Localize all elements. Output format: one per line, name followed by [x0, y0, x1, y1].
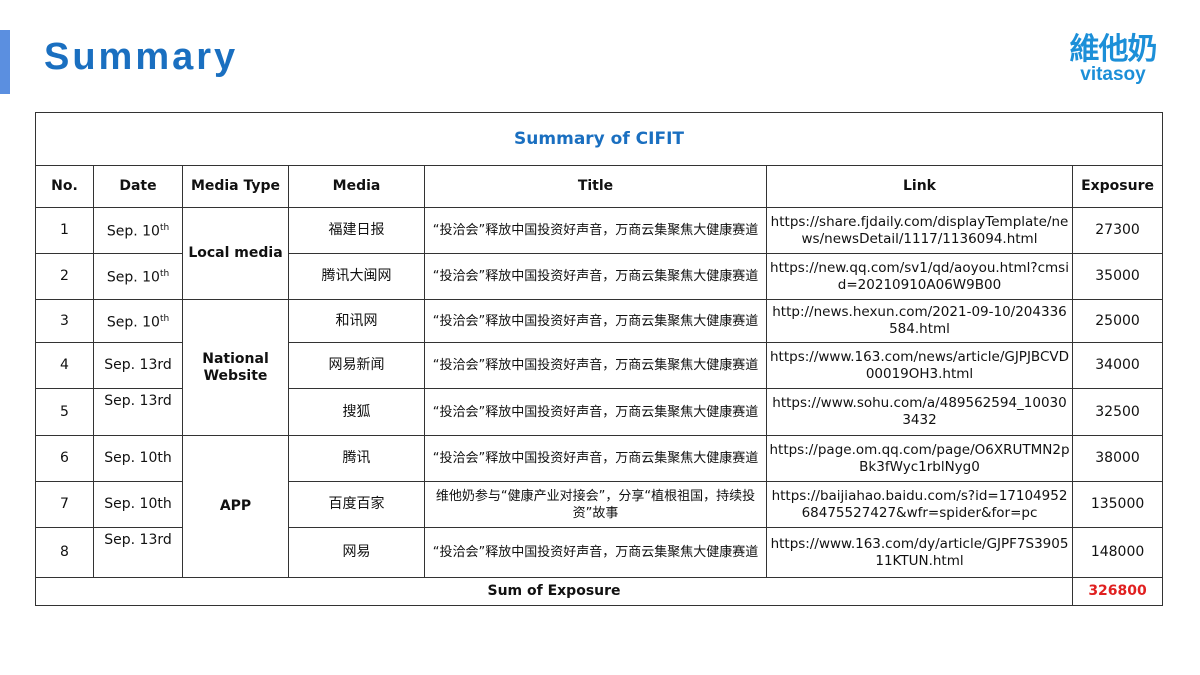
date-text: Sep. 13rd: [104, 532, 172, 548]
row-title: “投洽会”释放中国投资好声音，万商云集聚焦大健康赛道: [424, 342, 767, 389]
column-header: Media Type: [182, 165, 289, 208]
row-link[interactable]: https://www.163.com/news/article/GJPJBCV…: [766, 342, 1073, 389]
table-row: 7 Sep. 10th 百度百家 维他奶参与“健康产业对接会”，分享“植根祖国，持续投…: [35, 481, 1164, 528]
row-number: 3: [35, 299, 94, 343]
row-date: Sep. 10th: [93, 299, 183, 343]
row-media: 百度百家: [288, 481, 425, 528]
column-header: Title: [424, 165, 767, 208]
row-date: Sep. 13rd: [93, 527, 183, 578]
row-title: “投洽会”释放中国投资好声音，万商云集聚焦大健康赛道: [424, 253, 767, 300]
date-text: Sep. 13rd: [104, 393, 172, 409]
media-type-group: APP: [182, 435, 289, 578]
row-number: 6: [35, 435, 94, 482]
row-number: 1: [35, 207, 94, 254]
date-text: Sep. 10: [106, 314, 160, 331]
date-text: Sep. 10: [106, 269, 160, 286]
row-number: 4: [35, 342, 94, 389]
date-suffix: th: [159, 223, 170, 234]
table-caption: Summary of CIFIT: [34, 112, 1164, 166]
row-media: 福建日报: [288, 207, 425, 254]
row-link[interactable]: https://baijiahao.baidu.com/s?id=1710495…: [766, 481, 1073, 528]
row-link[interactable]: https://new.qq.com/sv1/qd/aoyou.html?cms…: [766, 253, 1073, 300]
column-header: Date: [93, 165, 183, 208]
row-exposure: 32500: [1071, 388, 1164, 436]
row-date: Sep. 10th: [93, 253, 183, 300]
row-date: Sep. 10th: [93, 481, 183, 528]
date-text: Sep. 10th: [104, 496, 172, 512]
row-exposure: 25000: [1071, 299, 1164, 343]
table-row: 3 Sep. 10th National Website 和讯网 “投洽会”释放中国投资…: [35, 299, 1164, 436]
row-link[interactable]: https://www.sohu.com/a/489562594_1003034…: [766, 388, 1073, 436]
date-suffix: th: [159, 313, 170, 324]
column-header: Link: [766, 165, 1073, 208]
sum-value: 326800: [1071, 577, 1164, 606]
column-header: Media: [288, 165, 425, 208]
date-text: Sep. 10: [106, 223, 160, 240]
column-header: Exposure: [1071, 165, 1164, 208]
row-link[interactable]: http://news.hexun.com/2021-09-10/2043365…: [766, 299, 1073, 343]
row-title: “投洽会”释放中国投资好声音，万商云集聚焦大健康赛道: [424, 388, 767, 436]
sum-row: Sum of Exposure 326800: [35, 577, 1164, 606]
date-suffix: th: [159, 269, 170, 280]
media-type-group: Local media: [182, 207, 289, 300]
row-exposure: 27300: [1071, 207, 1164, 254]
row-number: 7: [35, 481, 94, 528]
column-header: No.: [35, 165, 94, 208]
row-media: 腾讯: [288, 435, 425, 482]
table-row: 6 Sep. 10th APP 腾讯 “投洽会”释放中国投资好声音，万商云集聚焦大健康赛…: [35, 435, 1164, 578]
media-type-group: National Website: [182, 299, 289, 436]
row-media: 搜狐: [288, 388, 425, 436]
row-title: “投洽会”释放中国投资好声音，万商云集聚焦大健康赛道: [424, 207, 767, 254]
row-media: 网易新闻: [288, 342, 425, 389]
date-text: Sep. 13rd: [104, 357, 172, 373]
row-exposure: 35000: [1071, 253, 1164, 300]
table-row: 5 Sep. 13rd 搜狐 “投洽会”释放中国投资好声音，万商云集聚焦大健康赛道 ht…: [35, 388, 1164, 436]
date-text: Sep. 10th: [104, 450, 172, 466]
row-exposure: 148000: [1071, 527, 1164, 578]
row-media: 和讯网: [288, 299, 425, 343]
row-date: Sep. 13rd: [93, 388, 183, 436]
row-number: 5: [35, 388, 94, 436]
row-link[interactable]: https://share.fjdaily.com/displayTemplat…: [766, 207, 1073, 254]
vitasoy-logo: 維他奶 vitasoy: [1069, 32, 1158, 85]
row-title: “投洽会”释放中国投资好声音，万商云集聚焦大健康赛道: [424, 527, 767, 578]
table-row: 1 Sep. 10th Local media 福建日报 “投洽会”释放中国投资好声音，…: [35, 207, 1164, 300]
row-title: “投洽会”释放中国投资好声音，万商云集聚焦大健康赛道: [424, 435, 767, 482]
row-title: 维他奶参与“健康产业对接会”，分享“植根祖国，持续投资”故事: [424, 481, 767, 528]
summary-table: Summary of CIFIT No. Date Media Type Media T…: [34, 112, 1164, 606]
row-date: Sep. 13rd: [93, 342, 183, 389]
row-number: 8: [35, 527, 94, 578]
row-title: “投洽会”释放中国投资好声音，万商云集聚焦大健康赛道: [424, 299, 767, 343]
page-title: Summary: [44, 36, 239, 78]
row-media: 网易: [288, 527, 425, 578]
row-date: Sep. 10th: [93, 207, 183, 254]
row-exposure: 38000: [1071, 435, 1164, 482]
sum-label: Sum of Exposure: [35, 577, 1073, 606]
row-link[interactable]: https://www.163.com/dy/article/GJPF7S390…: [766, 527, 1073, 578]
accent-bar: [0, 30, 10, 94]
table-row: 2 Sep. 10th 腾讯大闽网 “投洽会”释放中国投资好声音，万商云集聚焦大健康赛…: [35, 253, 1164, 300]
row-number: 2: [35, 253, 94, 300]
row-date: Sep. 10th: [93, 435, 183, 482]
row-exposure: 135000: [1071, 481, 1164, 528]
row-link[interactable]: https://page.om.qq.com/page/O6XRUTMN2pBk…: [766, 435, 1073, 482]
row-media: 腾讯大闽网: [288, 253, 425, 300]
row-exposure: 34000: [1071, 342, 1164, 389]
